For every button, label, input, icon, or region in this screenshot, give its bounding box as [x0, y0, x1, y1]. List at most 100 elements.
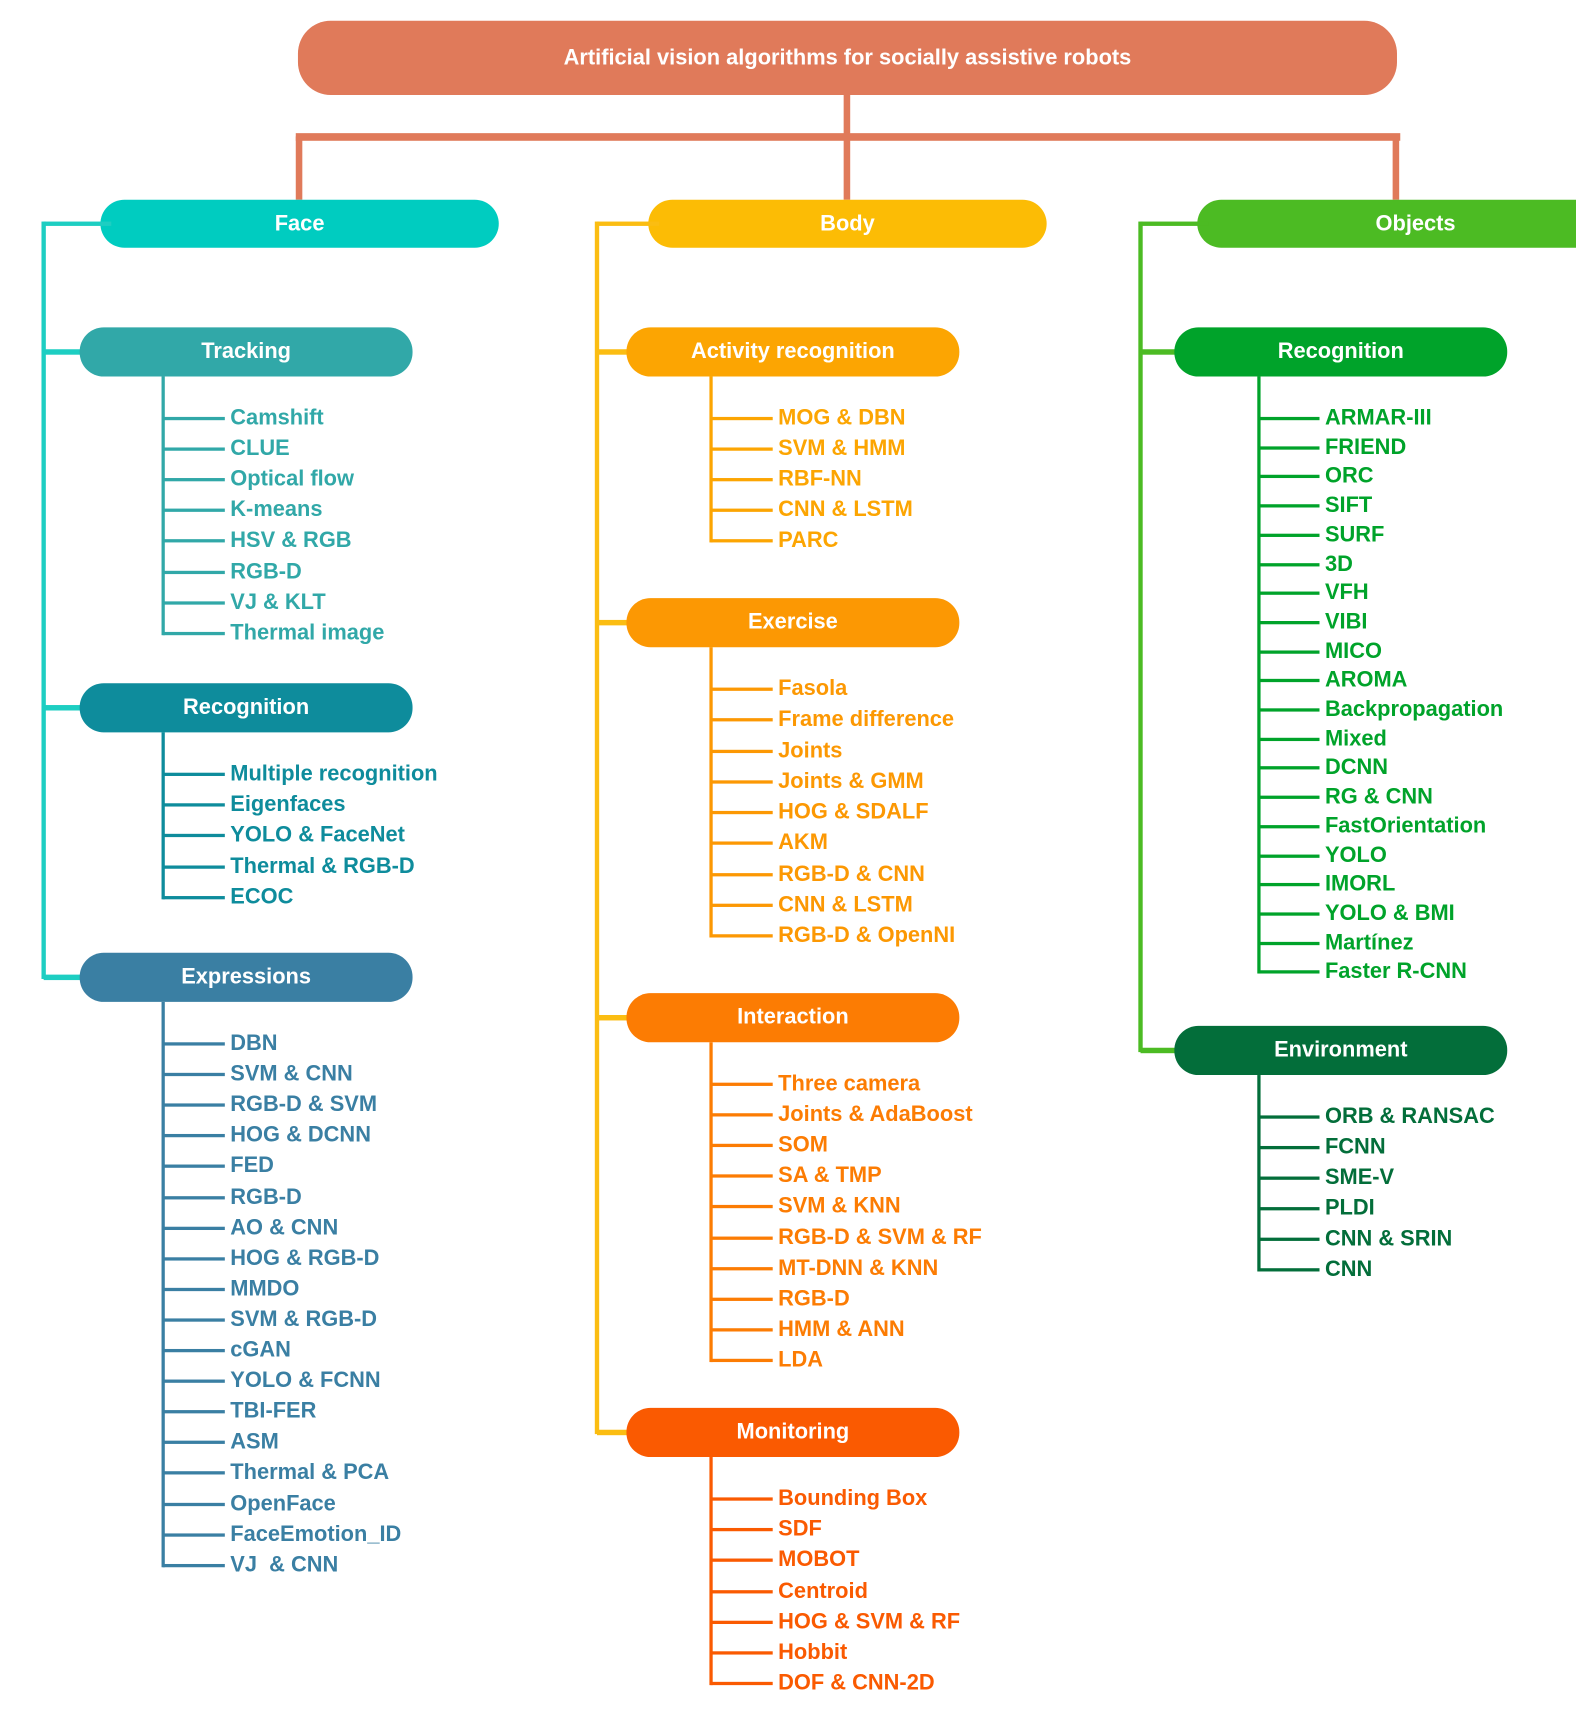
item-branch [1258, 912, 1320, 916]
category-stub [1140, 221, 1209, 226]
category-stub [43, 221, 112, 226]
item-branch [1258, 708, 1320, 712]
category-objects: Objects [1197, 199, 1576, 248]
category-body: Body [648, 199, 1047, 248]
list-item: YOLO & BMI [1324, 901, 1455, 926]
list-item: SDF [778, 1517, 822, 1542]
item-branch [162, 447, 225, 451]
list-item: ARMAR-III [1324, 406, 1432, 431]
item-branch [1258, 1145, 1320, 1150]
item-branch [162, 508, 225, 513]
list-item: VIBI [1324, 609, 1368, 634]
item-branch [1258, 562, 1320, 566]
item-branch [162, 895, 225, 900]
item-branch [710, 1558, 773, 1563]
list-item: cGAN [230, 1338, 291, 1363]
list-item: CNN & LSTM [778, 497, 913, 522]
list-item: Multiple recognition [230, 761, 438, 786]
list-item: Joints [778, 738, 843, 763]
item-branch [1258, 795, 1320, 800]
item-branch [162, 1440, 225, 1445]
group-exercise: Exercise [626, 598, 960, 648]
item-branch [710, 1358, 773, 1362]
item-branch [162, 631, 225, 635]
list-item: DCNN [1324, 755, 1389, 780]
list-item: Eigenfaces [230, 792, 346, 817]
group-trunk [709, 647, 713, 938]
item-branch [162, 570, 225, 574]
list-item: RG & CNN [1324, 784, 1433, 809]
item-branch [1258, 620, 1320, 625]
item-branch [710, 1328, 773, 1332]
list-item: IMORL [1324, 872, 1396, 897]
item-branch [1258, 504, 1320, 508]
item-branch [1258, 1176, 1320, 1180]
item-branch [162, 1563, 225, 1567]
group-stub [1140, 1047, 1186, 1054]
item-branch [710, 1528, 773, 1532]
list-item: Martínez [1324, 930, 1414, 955]
list-item: Bounding Box [778, 1486, 928, 1511]
group-trunk [161, 376, 165, 635]
list-item: SVM & HMM [778, 436, 906, 461]
item-branch [710, 1266, 773, 1270]
list-item: YOLO [1324, 843, 1387, 868]
group-stub [1140, 349, 1186, 355]
list-item: AO & CNN [230, 1215, 339, 1240]
list-item: DBN [230, 1031, 278, 1056]
list-item: RGB-D & CNN [778, 861, 925, 886]
item-branch [162, 600, 225, 605]
list-item: FCNN [1324, 1135, 1386, 1160]
list-item: HOG & SVM & RF [778, 1609, 961, 1634]
list-item: AKM [778, 830, 828, 855]
group-trunk [1257, 376, 1261, 974]
item-branch [710, 780, 773, 784]
group-environment: Environment [1174, 1025, 1508, 1076]
group-trunk [161, 1001, 165, 1567]
item-branch [710, 1236, 773, 1240]
group-stub [43, 349, 91, 355]
list-item: Optical flow [230, 467, 354, 492]
item-branch [162, 865, 225, 869]
list-item: MOBOT [778, 1548, 860, 1573]
list-item: Joints & GMM [778, 769, 924, 794]
item-branch [162, 539, 225, 543]
item-branch [162, 1532, 225, 1537]
list-item: PARC [778, 528, 839, 553]
item-branch [710, 1143, 773, 1148]
list-item: Fasola [778, 676, 848, 701]
item-branch [1258, 766, 1320, 770]
category-face: Face [100, 199, 499, 248]
category-trunk [594, 221, 600, 1435]
item-branch [1258, 1268, 1320, 1272]
list-item: SIFT [1324, 493, 1373, 518]
list-item: SOM [778, 1133, 828, 1158]
item-branch [1258, 1207, 1320, 1211]
item-branch [162, 1379, 225, 1383]
group-activity-recognition: Activity recognition [626, 327, 960, 377]
group-recognition: Recognition [1174, 327, 1508, 377]
item-branch [710, 810, 773, 815]
list-item: VJ & KLT [230, 590, 326, 615]
item-branch [162, 834, 225, 838]
item-branch [1258, 737, 1320, 741]
group-recognition: Recognition [79, 683, 413, 733]
item-branch [162, 1502, 225, 1506]
item-branch [710, 749, 773, 753]
item-branch [162, 1318, 225, 1322]
category-trunk [41, 221, 46, 979]
list-item: Thermal & RGB-D [230, 854, 415, 879]
item-branch [710, 1651, 773, 1655]
list-item: Thermal image [230, 620, 385, 645]
item-branch [1258, 650, 1320, 654]
list-item: HSV & RGB [230, 528, 352, 553]
list-item: YOLO & FCNN [230, 1368, 381, 1393]
item-branch [162, 1042, 225, 1046]
group-interaction: Interaction [626, 993, 960, 1043]
item-branch [710, 872, 773, 876]
category-connector [843, 136, 851, 200]
list-item: Centroid [778, 1578, 868, 1603]
item-branch [162, 1226, 225, 1230]
list-item: RGB-D [230, 559, 302, 584]
item-branch [1258, 941, 1320, 945]
